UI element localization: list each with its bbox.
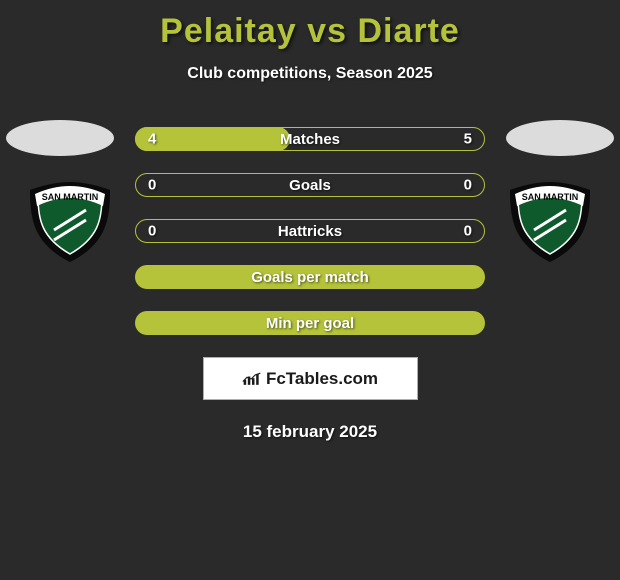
stat-fill: [135, 127, 290, 151]
player1-club-badge: SAN MARTIN: [20, 180, 120, 264]
stat-label: Goals per match: [251, 269, 369, 286]
stat-label: Goals: [289, 177, 331, 194]
brand-main: Tables: [286, 369, 339, 388]
bar-chart-icon: [242, 371, 262, 387]
player2-avatar-placeholder: [506, 120, 614, 156]
stat-row: 0 0 Hattricks: [135, 219, 485, 243]
brand-box: FcTables.com: [203, 357, 418, 400]
stats-container: 4 5 Matches 0 0 Goals 0 0 Hattricks Goals per mat…: [135, 127, 485, 335]
page-title: Pelaitay vs Diarte: [0, 0, 620, 51]
player2-name: Diarte: [357, 12, 459, 50]
badge-banner-text: SAN MARTIN: [522, 192, 579, 202]
player1-name: Pelaitay: [160, 12, 297, 50]
stat-left-value: 0: [148, 177, 156, 194]
stat-left-value: 4: [148, 131, 156, 148]
stat-right-value: 0: [464, 223, 472, 240]
stat-label: Hattricks: [278, 223, 342, 240]
stat-label: Matches: [280, 131, 340, 148]
date-label: 15 february 2025: [0, 422, 620, 442]
stat-right-value: 0: [464, 177, 472, 194]
stat-left-value: 0: [148, 223, 156, 240]
subtitle: Club competitions, Season 2025: [0, 65, 620, 83]
stat-right-value: 5: [464, 131, 472, 148]
badge-banner-text: SAN MARTIN: [42, 192, 99, 202]
brand-prefix: Fc: [266, 369, 286, 388]
vs-label: vs: [307, 12, 347, 50]
brand-suffix: .com: [338, 369, 378, 388]
player2-club-badge: SAN MARTIN: [500, 180, 600, 264]
stat-row: Goals per match: [135, 265, 485, 289]
stat-row: Min per goal: [135, 311, 485, 335]
stat-label: Min per goal: [266, 315, 354, 332]
brand-text: FcTables.com: [266, 369, 378, 389]
player1-avatar-placeholder: [6, 120, 114, 156]
stat-row: 0 0 Goals: [135, 173, 485, 197]
stat-row: 4 5 Matches: [135, 127, 485, 151]
